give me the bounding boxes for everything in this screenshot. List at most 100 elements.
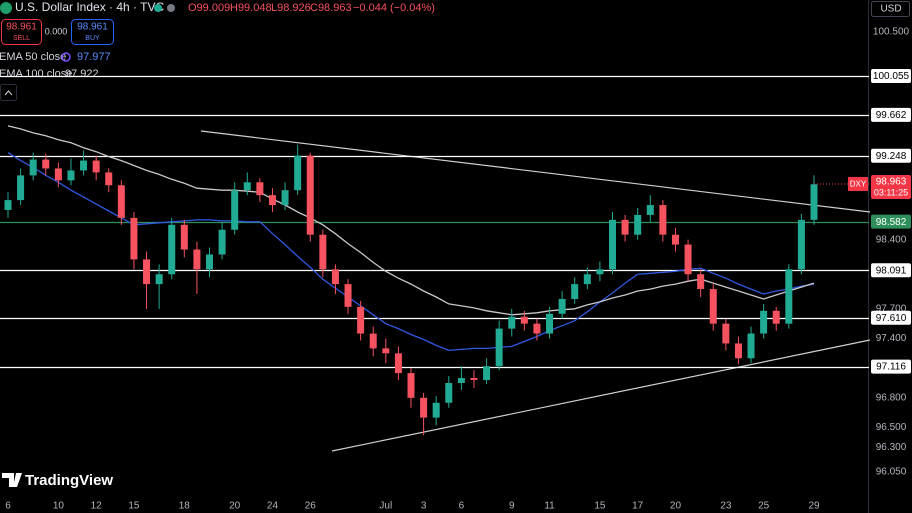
candle-body [331,269,339,285]
level-label: 97.610 [876,313,907,324]
candle-body [508,316,516,329]
ema-line [7,152,815,352]
x-tick-label: 6 [459,501,465,512]
ohlc-open: O99.009 [188,2,230,14]
candle-body [520,316,528,324]
x-tick-label: 26 [305,501,317,512]
level-label-box [871,263,911,278]
sell-label: SELL [13,35,30,42]
candle-body [193,249,201,270]
buy-label: BUY [85,35,100,42]
brand: TradingView [25,472,113,489]
candle-body [17,175,25,201]
candle-body [92,160,100,173]
symbol-title: U.S. Dollar Index · 4h · TVC [15,0,164,14]
candle-body [697,274,705,290]
x-tick-label: 25 [758,501,770,512]
symbol-label: DXY [850,180,867,189]
candle-body [29,159,37,176]
level-label-box [871,148,911,163]
currency-box[interactable] [871,1,910,17]
candle-body [4,200,12,210]
candle-body [281,190,289,206]
price-label: 98.963 [876,177,907,188]
candle-body [483,366,491,381]
x-tick-label: 18 [179,501,191,512]
x-tick-label: 29 [808,501,820,512]
legend-ema100-value: 97.922 [65,68,99,80]
candle-body [369,333,377,349]
candle-body [634,214,642,235]
candle-body [382,348,390,354]
ohlc-change: −0.044 (−0.04%) [353,2,435,14]
legend-ema50: EMA 50 close [0,51,66,63]
candle-body [67,170,75,181]
sell-button[interactable] [1,19,42,45]
level-label-box [871,69,911,84]
candle-body [130,217,138,260]
candle-body [155,274,163,285]
candle-body [105,172,113,186]
countdown: 03:11:25 [874,187,908,197]
candle-body [218,229,226,255]
price-box [871,174,911,199]
candle-body [306,155,314,235]
spread: 0.000 [45,26,68,36]
candle-body [609,219,616,270]
x-tick-label: 17 [632,501,644,512]
y-tick-label: 98.400 [876,234,907,245]
ohlc-close: C98.963 [310,2,352,14]
x-tick-label: 3 [421,501,427,512]
legend-ema100: EMA 100 close [0,68,72,80]
candle-body [495,328,503,367]
x-tick-label: Jul [379,501,392,512]
candle-body [684,244,692,275]
candle-body [596,269,604,275]
candle-body [571,284,579,299]
level-label-box [871,359,911,374]
currency: USD [880,4,901,15]
candle-body [231,190,239,230]
y-tick-label: 96.500 [876,422,907,433]
level-label: 97.116 [876,362,906,373]
candle-body [243,182,251,191]
y-tick-label: 100.500 [873,27,910,38]
candle-body [722,323,730,344]
level-label-box [871,310,911,325]
candle-body [54,168,62,181]
ohlc-high: H99.048 [230,2,272,14]
collapse-button[interactable] [0,84,17,101]
x-tick-label: 15 [594,501,606,512]
candle-body [357,306,365,334]
candle-body [785,269,793,324]
buy-button[interactable] [71,19,114,45]
candle-body [558,298,566,314]
level-label-box [871,214,911,229]
x-tick-label: 20 [670,501,682,512]
candle-body [407,373,415,398]
status-dot [154,4,162,12]
y-tick-label: 96.050 [876,467,907,478]
candle-body [671,234,679,245]
x-tick-label: 24 [267,501,279,512]
candle-body [143,259,151,285]
trendline [200,130,871,213]
legend-ema50-value: 97.977 [77,51,111,63]
candle-body [760,310,768,334]
x-tick-label: 12 [91,501,103,512]
symbol-icon [0,2,12,14]
trendline [331,339,871,452]
candle-body [42,159,50,169]
level-label: 98.091 [876,265,907,276]
candle-body [294,155,302,191]
candle-body [646,205,654,215]
symbol-box [848,176,868,191]
candle-body [117,185,125,218]
y-tick-label: 96.800 [876,392,907,403]
x-tick-label: 15 [128,501,140,512]
candle-body [80,160,88,171]
level-label: 99.662 [876,110,907,121]
